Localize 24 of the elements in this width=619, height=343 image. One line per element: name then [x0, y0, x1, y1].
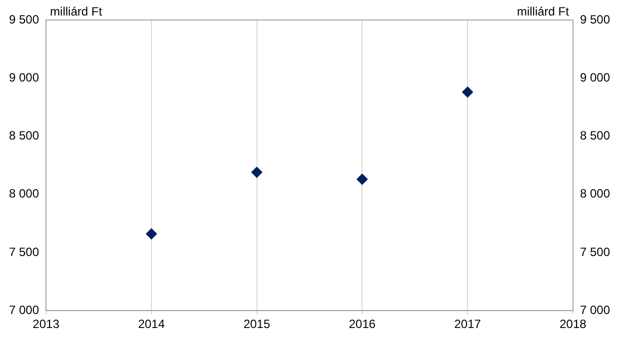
x-tick-label: 2015: [243, 317, 270, 332]
y-tick-label: 8 500: [9, 128, 40, 143]
x-tick-label: 2016: [348, 317, 376, 332]
y-tick-label: 7 000: [9, 302, 40, 317]
point: [251, 166, 262, 178]
y-tick-label: 9 500: [9, 12, 40, 26]
y-tick-label: 8 000: [9, 186, 40, 201]
point: [356, 174, 368, 185]
x-tick-label: 2014: [138, 317, 166, 332]
point: [146, 228, 157, 240]
x-tick-label: 2017: [454, 317, 482, 332]
y2-tick-label: 7 000: [580, 302, 610, 317]
y2-tick-label: 8 500: [580, 128, 610, 143]
x-tick-label: 2018: [560, 317, 587, 332]
y2-tick-label: 7 500: [580, 244, 610, 259]
y2-tick-label: 9 500: [580, 12, 610, 26]
y-tick-label: 9 000: [9, 70, 40, 84]
y2-tick-label: 8 000: [580, 186, 610, 201]
y2-tick-label: 9 000: [580, 70, 610, 84]
y-axis-title: milliárd Ft: [50, 4, 103, 18]
y-tick-label: 7 500: [9, 244, 40, 259]
x-tick-label: 2013: [32, 317, 60, 332]
point: [462, 86, 474, 98]
y2-axis-title: milliárd Ft: [516, 4, 570, 18]
